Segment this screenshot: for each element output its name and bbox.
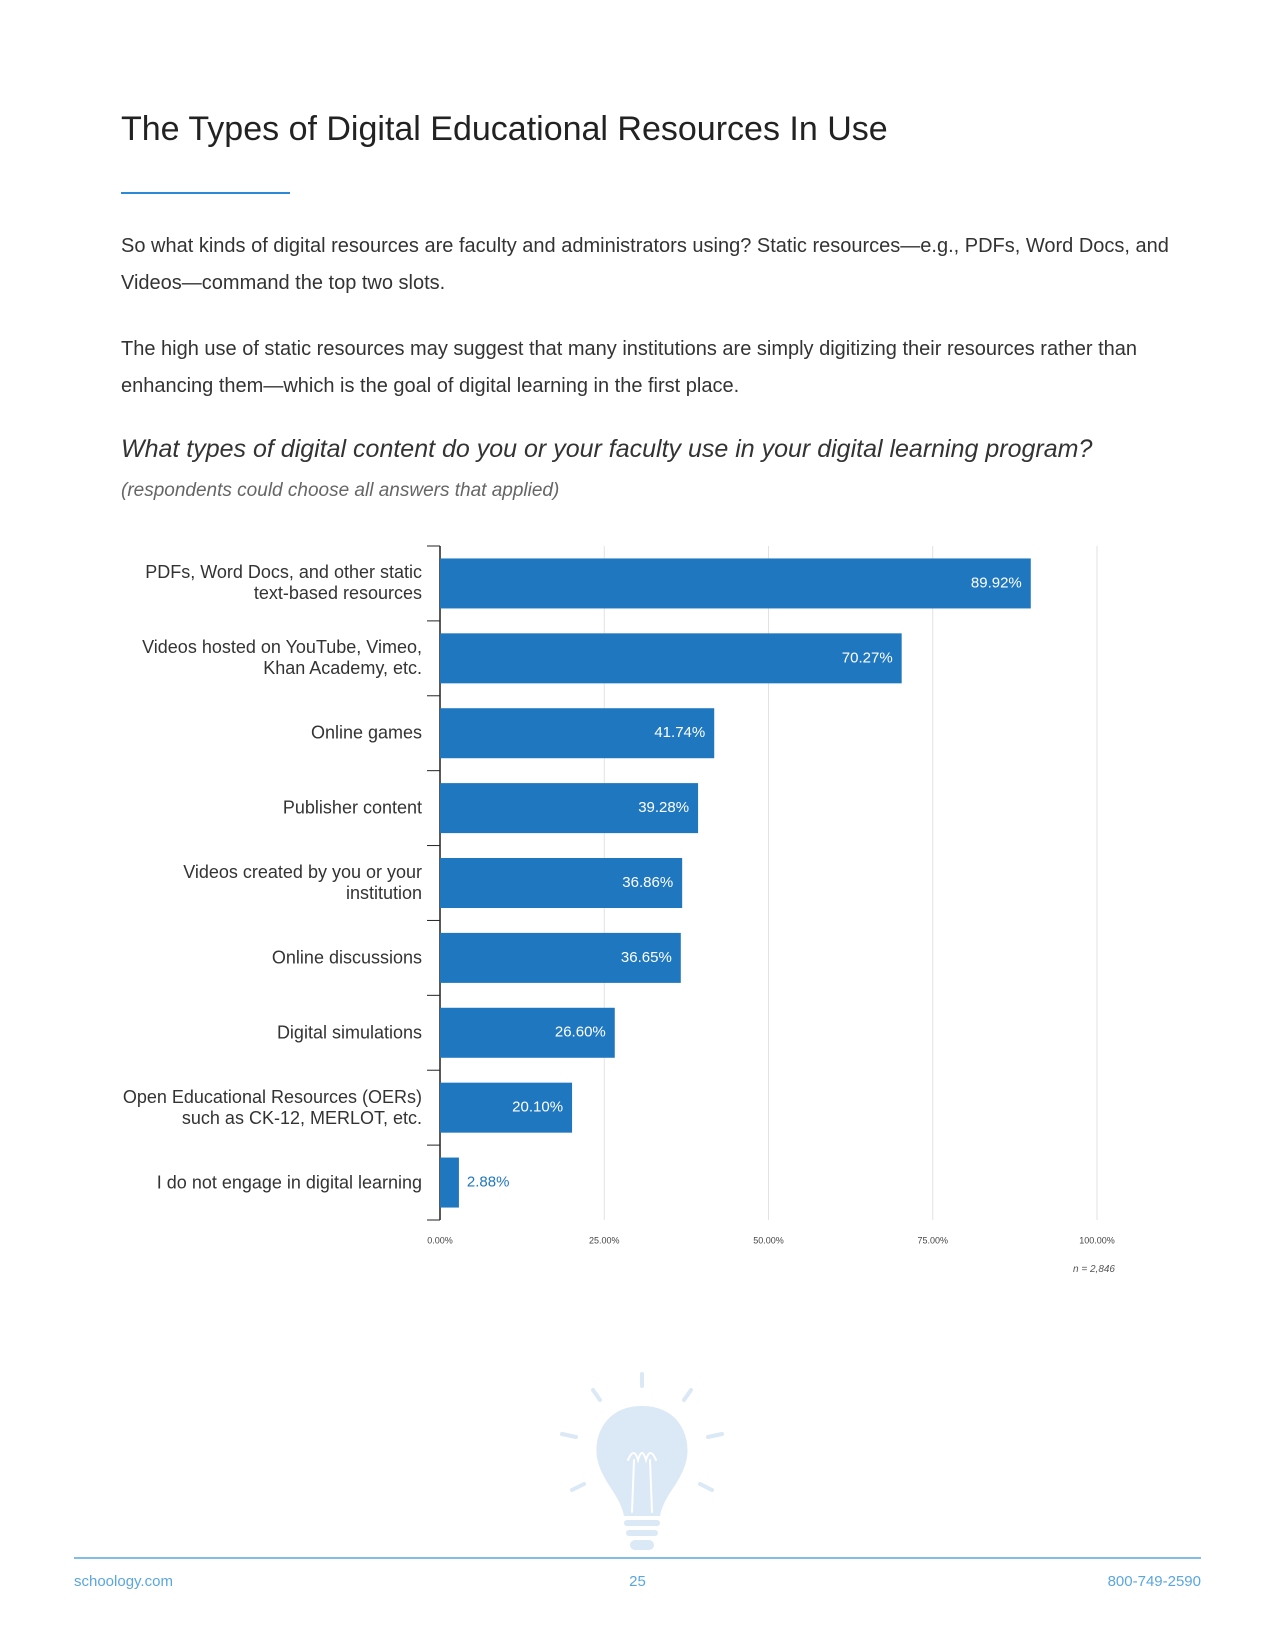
value-label: 39.28% [638, 799, 689, 816]
category-label: Open Educational Resources (OERs) such a… [122, 1086, 422, 1128]
x-tick-label: 75.00% [917, 1235, 948, 1245]
page-number: 25 [629, 1573, 646, 1590]
value-label: 70.27% [842, 649, 893, 666]
value-label: 41.74% [654, 724, 705, 741]
category-label: Online games [310, 722, 422, 743]
bar [440, 633, 902, 684]
value-label: 36.86% [622, 874, 673, 891]
title-rule [121, 192, 290, 194]
bar [440, 1082, 573, 1133]
category-label: Online discussions [271, 947, 422, 968]
bar [440, 858, 683, 908]
category-label: PDFs, Word Docs, and other static text-b… [145, 562, 422, 604]
paragraph: The high use of static resources may sug… [121, 338, 1138, 397]
category-label: Videos created by you or your institutio… [183, 862, 422, 903]
question-note: (respondents could choose all answers th… [121, 480, 560, 501]
category-label: Publisher content [282, 797, 422, 818]
x-tick-label: 100.00% [1079, 1235, 1115, 1245]
footer-phone: 800-749-2590 [1107, 1573, 1201, 1590]
bar [440, 708, 715, 759]
category-label: Videos hosted on YouTube, Vimeo, Khan Ac… [142, 637, 422, 679]
bar [440, 558, 1031, 609]
x-tick-label: 50.00% [753, 1235, 784, 1245]
footer-site: schoology.com [74, 1573, 173, 1590]
category-label: I do not engage in digital learning [156, 1172, 422, 1193]
question: What types of digital content do you or … [121, 435, 1093, 463]
sample-note: n = 2,846 [1073, 1264, 1115, 1275]
x-tick-label: 25.00% [589, 1235, 620, 1245]
lightbulb-icon [560, 1372, 724, 1550]
bar [440, 932, 681, 983]
category-label: Digital simulations [276, 1022, 422, 1043]
bar [440, 783, 699, 834]
x-tick-label: 0.00% [427, 1235, 453, 1245]
paragraph: So what kinds of digital resources are f… [121, 235, 1169, 294]
value-label: 36.65% [621, 949, 672, 966]
bar [440, 1007, 615, 1058]
page-title: The Types of Digital Educational Resourc… [121, 110, 888, 148]
value-label: 20.10% [512, 1099, 563, 1116]
bar [440, 1157, 459, 1208]
value-label: 2.88% [467, 1174, 510, 1191]
value-label: 26.60% [555, 1024, 606, 1041]
value-label: 89.92% [971, 574, 1022, 591]
